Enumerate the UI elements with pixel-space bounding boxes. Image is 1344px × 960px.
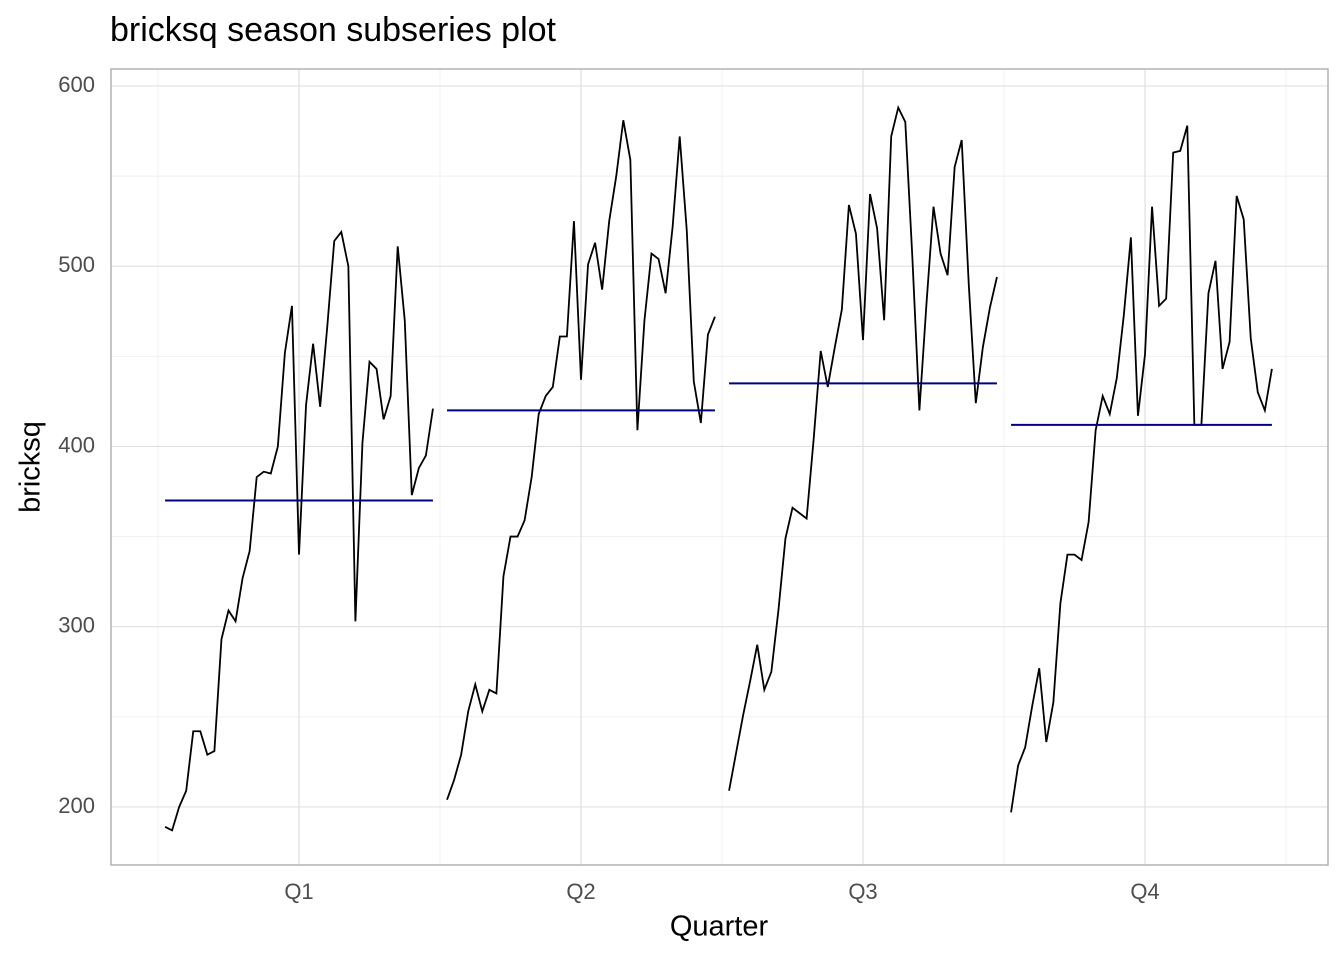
y-tick-label: 400 — [58, 432, 95, 457]
x-tick-label: Q2 — [566, 879, 595, 904]
y-axis-title: bricksq — [15, 421, 47, 513]
subseries-line — [164, 229, 434, 832]
x-axis-title: Quarter — [670, 911, 769, 943]
x-tick-label: Q1 — [284, 879, 313, 904]
y-tick-label: 500 — [58, 252, 95, 277]
x-tick-label: Q3 — [848, 879, 877, 904]
subseries-line — [728, 104, 998, 791]
subseries-line — [1010, 125, 1273, 813]
chart-title: bricksq season subseries plot — [110, 11, 557, 49]
y-tick-label: 200 — [58, 793, 95, 818]
x-tick-label: Q4 — [1130, 879, 1159, 904]
panel-border — [110, 68, 1329, 866]
subseries-line — [446, 120, 716, 801]
y-tick-label: 300 — [58, 613, 95, 638]
y-tick-label: 600 — [58, 72, 95, 97]
